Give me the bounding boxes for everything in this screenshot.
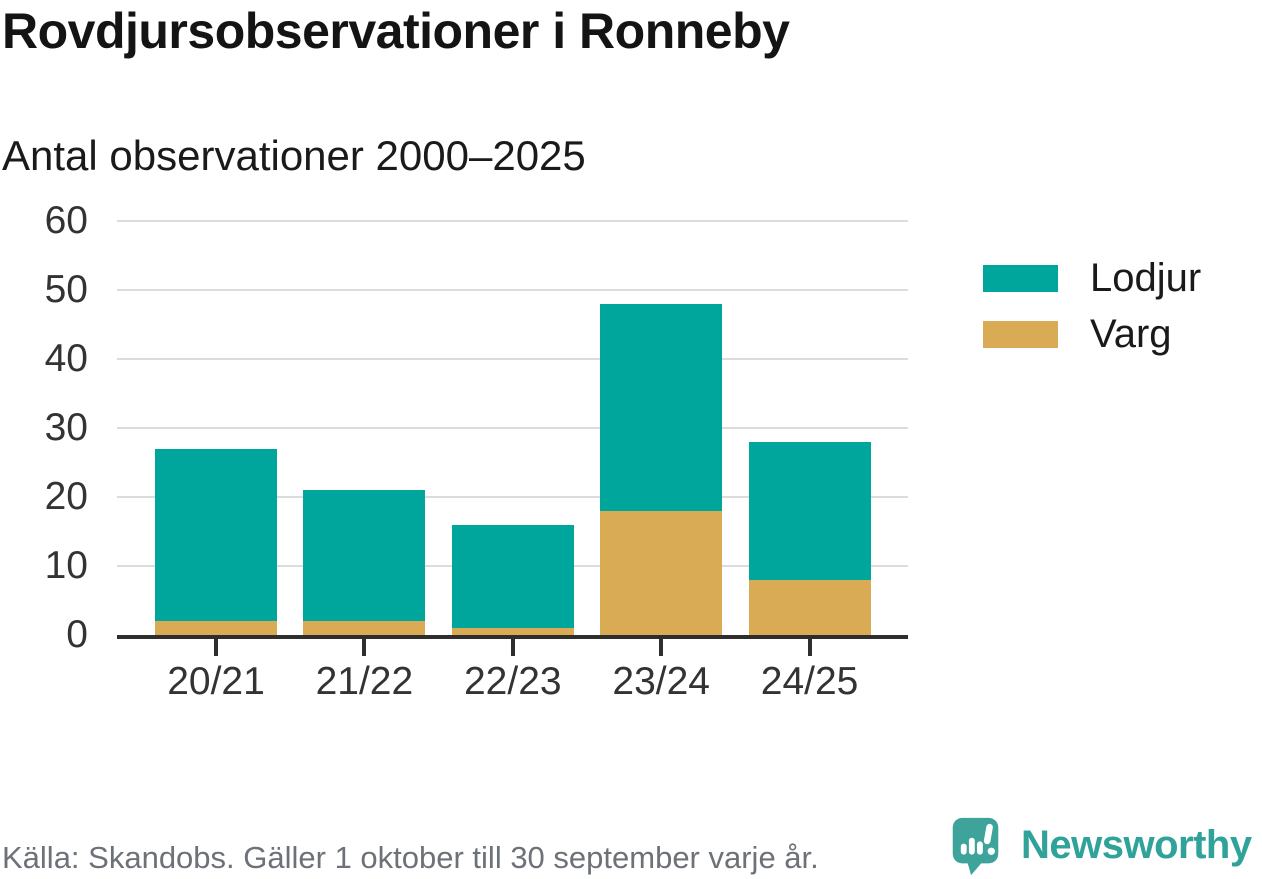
bar-21-22 <box>303 490 426 635</box>
x-tick <box>510 639 515 656</box>
brand-name: Newsworthy <box>1021 823 1252 867</box>
bar-segment-lodjur <box>451 524 574 629</box>
x-tick-label: 23/24 <box>612 660 710 703</box>
x-tick-label: 21/22 <box>315 660 414 703</box>
legend-item-varg: Varg <box>983 311 1201 357</box>
bar-segment-varg <box>303 621 426 635</box>
bar-segment-varg <box>451 628 574 635</box>
bar-segment-varg <box>155 621 277 635</box>
newsworthy-bubble-chart-icon <box>952 817 999 876</box>
bar-20-21 <box>155 448 277 635</box>
y-tick-label: 30 <box>44 406 88 449</box>
x-tick <box>807 639 812 656</box>
bar-segment-lodjur <box>155 448 277 622</box>
gridline <box>117 427 908 429</box>
y-tick-label: 20 <box>44 475 88 518</box>
gridline <box>117 289 908 291</box>
legend-label-lodjur: Lodjur <box>1090 255 1202 300</box>
x-tick <box>214 639 218 656</box>
x-tick <box>362 639 367 656</box>
bar-segment-lodjur <box>748 441 871 580</box>
bar-segment-varg <box>748 579 871 635</box>
bar-segment-lodjur <box>303 490 426 622</box>
x-tick-label: 20/21 <box>167 660 265 703</box>
chart-title: Rovdjursobservationer i Ronneby <box>2 3 790 59</box>
bar-24-25 <box>748 441 871 635</box>
bar-segment-lodjur <box>600 303 723 511</box>
bar-23-24 <box>600 303 723 635</box>
y-axis: 0 10 20 30 40 50 60 <box>0 0 88 879</box>
chart-subtitle: Antal observationer 2000–2025 <box>2 132 586 179</box>
bar-segment-varg <box>600 510 723 635</box>
source-text: Källa: Skandobs. Gäller 1 oktober till 3… <box>2 840 819 875</box>
x-tick-label: 24/25 <box>760 660 859 703</box>
y-tick-label: 0 <box>66 613 88 656</box>
y-tick-label: 50 <box>44 268 88 311</box>
y-tick-label: 10 <box>44 544 88 587</box>
plot-area <box>117 220 908 639</box>
legend-swatch-varg <box>983 320 1058 348</box>
y-tick-label: 40 <box>44 337 88 380</box>
legend: Lodjur Varg <box>983 255 1201 367</box>
newsworthy-logo: Newsworthy <box>952 817 1252 876</box>
x-tick-label: 22/23 <box>463 660 562 703</box>
legend-label-varg: Varg <box>1090 311 1172 356</box>
legend-item-lodjur: Lodjur <box>983 255 1201 301</box>
y-tick-label: 60 <box>44 199 88 242</box>
gridline <box>117 220 908 222</box>
legend-swatch-lodjur <box>983 264 1058 292</box>
bar-22-23 <box>451 524 574 635</box>
x-tick <box>659 639 664 656</box>
gridline <box>117 496 908 498</box>
gridline <box>117 358 908 360</box>
